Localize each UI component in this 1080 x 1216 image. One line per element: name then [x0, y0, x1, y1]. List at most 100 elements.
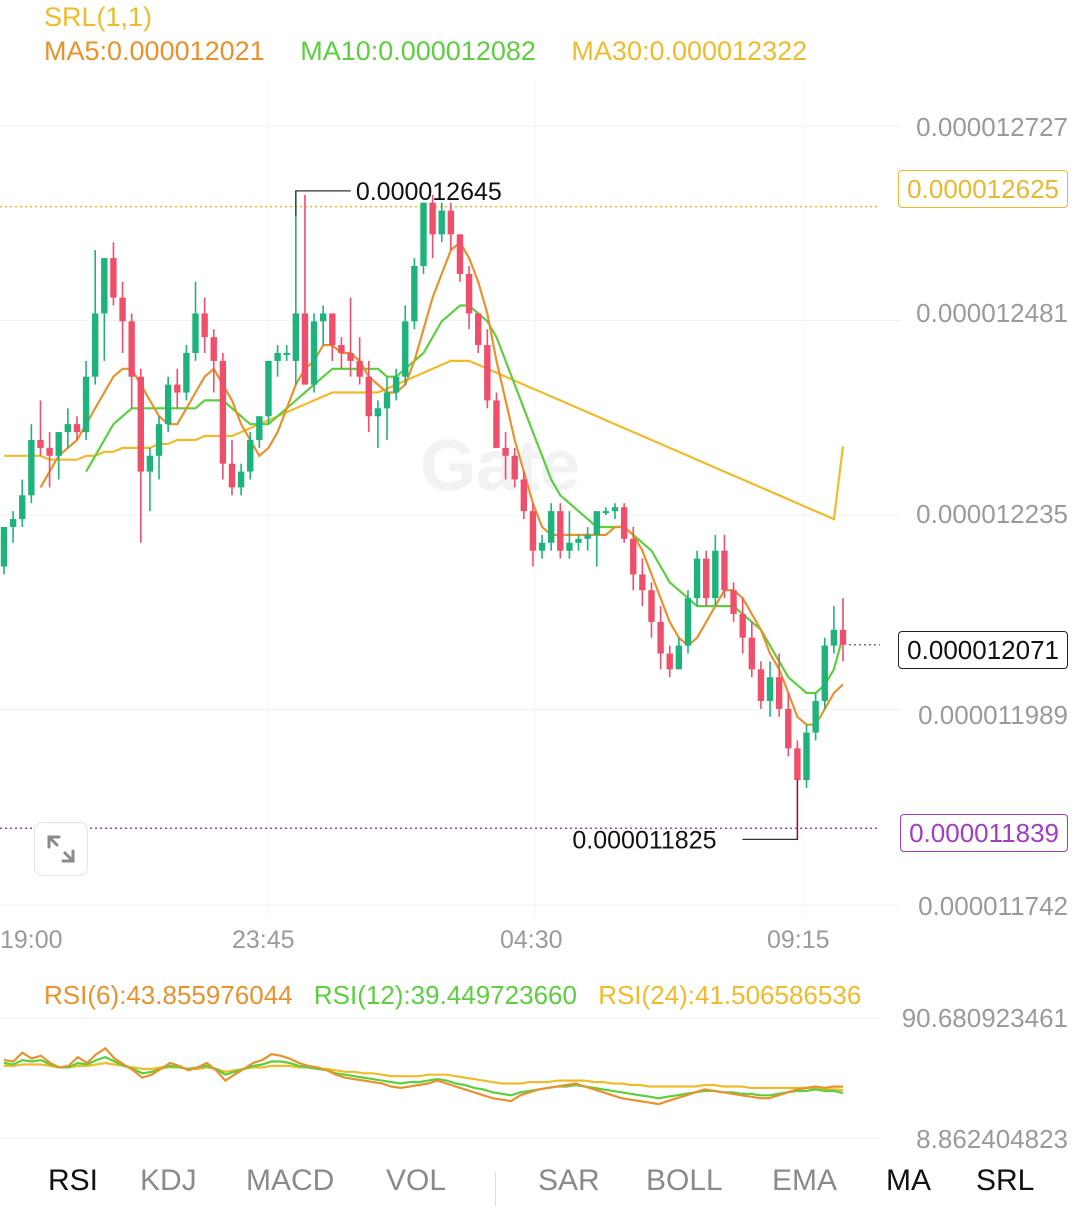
candle[interactable] [46, 432, 53, 488]
candle[interactable] [657, 606, 664, 670]
candle[interactable] [82, 360, 90, 440]
candle[interactable] [447, 202, 455, 251]
candle[interactable] [219, 352, 227, 480]
candle[interactable] [785, 693, 792, 757]
candle[interactable] [101, 258, 108, 361]
candle[interactable] [675, 637, 683, 670]
candle[interactable] [766, 661, 774, 717]
candle[interactable] [839, 598, 847, 662]
candle[interactable] [438, 202, 445, 243]
candle[interactable] [247, 432, 254, 480]
candle[interactable] [739, 598, 746, 654]
candle[interactable] [484, 329, 491, 409]
candle[interactable] [274, 345, 281, 377]
candle[interactable] [0, 526, 8, 575]
candle[interactable] [28, 424, 35, 504]
candle[interactable] [92, 250, 99, 385]
expand-chart-button[interactable] [34, 822, 88, 876]
candle[interactable] [64, 408, 72, 448]
current-price-tag[interactable]: 0.000012071 [898, 631, 1068, 669]
candle[interactable] [803, 724, 810, 788]
candle[interactable] [256, 416, 263, 448]
candle[interactable] [712, 534, 719, 607]
candle[interactable] [402, 305, 409, 385]
candle[interactable] [192, 281, 199, 361]
candle[interactable] [374, 400, 382, 448]
candle[interactable] [511, 447, 518, 488]
candle[interactable] [684, 590, 692, 654]
candle[interactable] [237, 463, 245, 496]
candle[interactable] [146, 447, 154, 512]
candle[interactable] [775, 653, 783, 717]
candle[interactable] [593, 511, 600, 567]
candles[interactable] [0, 190, 847, 840]
candle[interactable] [128, 313, 135, 409]
candle[interactable] [630, 526, 637, 591]
candle[interactable] [19, 479, 26, 527]
candle[interactable] [456, 234, 464, 282]
candle[interactable] [830, 606, 838, 654]
candle[interactable] [310, 313, 318, 393]
tab-srl[interactable]: SRL [976, 1164, 1035, 1197]
candle[interactable] [620, 503, 628, 543]
tab-macd[interactable]: MACD [246, 1164, 335, 1197]
tab-rsi[interactable]: RSI [48, 1164, 99, 1197]
candle[interactable] [9, 511, 17, 543]
tab-kdj[interactable]: KDJ [140, 1164, 197, 1197]
candle[interactable] [292, 190, 300, 385]
candle[interactable] [611, 503, 619, 520]
tab-ma[interactable]: MA [886, 1164, 931, 1197]
candle[interactable] [329, 313, 336, 361]
candle[interactable] [174, 368, 181, 409]
candle[interactable] [721, 534, 728, 599]
candle[interactable] [821, 637, 828, 709]
candle[interactable] [429, 194, 436, 259]
candle[interactable] [475, 313, 482, 353]
candle[interactable] [557, 503, 564, 559]
candle[interactable] [584, 526, 591, 551]
candle[interactable] [338, 337, 345, 369]
candle[interactable] [420, 202, 427, 274]
candle[interactable] [566, 511, 573, 559]
candle[interactable] [748, 621, 755, 678]
candle[interactable] [183, 345, 190, 401]
candle[interactable] [365, 360, 372, 433]
tab-ema[interactable]: EMA [772, 1164, 838, 1197]
candle[interactable] [411, 258, 418, 330]
candle[interactable] [155, 416, 163, 480]
candle[interactable] [520, 471, 528, 520]
candle[interactable] [547, 503, 555, 551]
candle[interactable] [73, 416, 81, 440]
candle[interactable] [110, 242, 117, 306]
candle[interactable] [493, 392, 500, 448]
candle[interactable] [812, 693, 819, 741]
candle[interactable] [757, 661, 765, 709]
candle[interactable] [228, 439, 236, 496]
candle[interactable] [730, 582, 737, 622]
candle[interactable] [383, 376, 391, 440]
candle[interactable] [648, 582, 655, 638]
candle[interactable] [164, 376, 172, 433]
candle[interactable] [465, 265, 473, 330]
tab-vol[interactable]: VOL [386, 1164, 447, 1197]
candle[interactable] [538, 534, 546, 559]
tab-boll[interactable]: BOLL [646, 1164, 723, 1197]
candle[interactable] [283, 345, 290, 361]
candle[interactable] [301, 194, 309, 385]
candle[interactable] [693, 550, 701, 607]
candle[interactable] [666, 645, 673, 678]
candle[interactable] [602, 507, 610, 516]
candle[interactable] [575, 534, 582, 551]
candle[interactable] [55, 432, 62, 480]
candle[interactable] [119, 281, 126, 353]
candle[interactable] [502, 432, 509, 480]
candle[interactable] [347, 297, 354, 377]
candle[interactable] [265, 360, 272, 425]
candle[interactable] [529, 503, 537, 567]
candle[interactable] [356, 337, 363, 385]
tab-sar[interactable]: SAR [538, 1164, 600, 1197]
candle[interactable] [392, 368, 400, 401]
candlestick-chart[interactable]: Gate 0.000012645 0.000011825 [0, 80, 1080, 930]
candle[interactable] [37, 400, 44, 456]
candle[interactable] [137, 368, 144, 543]
